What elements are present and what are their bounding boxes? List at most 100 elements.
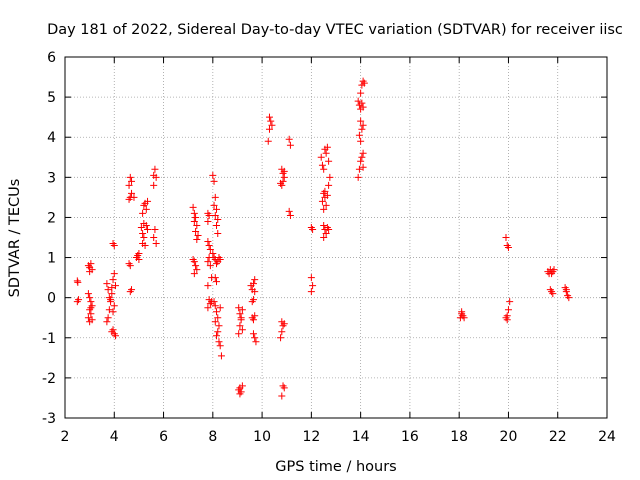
data-point	[73, 298, 81, 306]
y-tick-label: 0	[47, 291, 56, 307]
data-point	[358, 81, 366, 89]
data-point	[211, 193, 219, 201]
data-point	[504, 306, 512, 314]
data-point	[238, 382, 246, 390]
data-point	[322, 229, 330, 237]
data-point	[215, 322, 223, 330]
data-point	[209, 250, 217, 258]
plot-frame	[64, 56, 608, 419]
data-point	[214, 328, 222, 336]
data-point	[192, 213, 200, 221]
data-point	[236, 390, 244, 398]
x-tick-label: 6	[159, 429, 168, 445]
y-tick-label: 2	[47, 210, 56, 226]
data-point	[323, 143, 331, 151]
data-point	[238, 306, 246, 314]
data-point	[126, 262, 134, 270]
data-point	[84, 314, 92, 322]
data-point	[278, 328, 286, 336]
data-point	[150, 234, 158, 241]
data-point	[216, 304, 224, 312]
data-point	[280, 167, 288, 175]
y-tick-label: 4	[47, 130, 56, 146]
data-point	[249, 316, 257, 324]
data-point	[277, 334, 285, 342]
data-point	[193, 221, 201, 229]
data-point	[550, 266, 558, 274]
data-point	[141, 242, 149, 250]
data-point	[210, 298, 218, 306]
data-point	[192, 227, 200, 235]
data-point	[252, 338, 260, 346]
data-point	[74, 278, 82, 286]
y-tick-label: -2	[42, 371, 56, 387]
data-point	[204, 217, 212, 225]
data-point	[354, 173, 362, 181]
x-tick-label: 10	[253, 429, 271, 445]
data-point	[109, 308, 117, 316]
data-point	[320, 205, 328, 213]
data-point	[204, 238, 212, 246]
data-point	[268, 121, 276, 129]
data-point	[320, 165, 328, 173]
data-point	[322, 201, 330, 209]
data-point	[213, 308, 221, 316]
data-point	[140, 234, 148, 241]
data-point	[321, 187, 329, 195]
y-tick-label: 3	[47, 170, 56, 186]
data-point	[357, 117, 365, 125]
data-point	[205, 242, 213, 250]
data-point	[139, 209, 147, 217]
data-point	[139, 229, 147, 237]
data-point	[110, 270, 118, 278]
data-point	[87, 304, 95, 312]
data-point	[137, 223, 145, 231]
data-point	[190, 270, 198, 278]
data-point	[506, 298, 514, 306]
data-point	[103, 280, 111, 288]
x-tick-label: 22	[549, 429, 567, 445]
data-point	[110, 242, 118, 250]
data-point	[251, 312, 259, 320]
data-point	[213, 205, 221, 213]
data-point	[140, 219, 148, 227]
x-tick-label: 18	[450, 429, 468, 445]
data-point	[285, 207, 293, 215]
x-tick-label: 4	[110, 429, 119, 445]
data-point	[150, 181, 158, 189]
data-point	[206, 262, 214, 270]
data-point	[267, 117, 275, 125]
data-point	[318, 161, 326, 169]
data-point	[309, 282, 317, 290]
data-point	[204, 304, 212, 312]
data-point	[562, 286, 570, 294]
data-point	[190, 258, 198, 266]
data-point	[128, 177, 136, 185]
data-point	[103, 318, 111, 326]
data-point	[151, 165, 159, 173]
data-point	[358, 99, 366, 107]
data-point	[354, 97, 362, 105]
data-point	[86, 294, 94, 302]
x-tick-label: 14	[352, 429, 370, 445]
data-point	[502, 234, 510, 241]
data-point	[152, 240, 160, 248]
data-point	[280, 320, 288, 328]
data-point	[309, 225, 317, 233]
data-point	[128, 189, 136, 197]
data-point	[277, 179, 285, 187]
data-point	[504, 244, 512, 252]
data-point	[357, 157, 365, 165]
data-point	[104, 314, 112, 322]
data-point	[110, 302, 118, 310]
data-point	[358, 125, 366, 133]
data-point	[214, 229, 222, 237]
data-point	[355, 165, 363, 173]
x-tick-label: 12	[302, 429, 320, 445]
data-point	[503, 316, 511, 324]
data-point	[193, 236, 201, 244]
data-points	[73, 77, 573, 400]
y-tick-label: 1	[47, 251, 56, 267]
